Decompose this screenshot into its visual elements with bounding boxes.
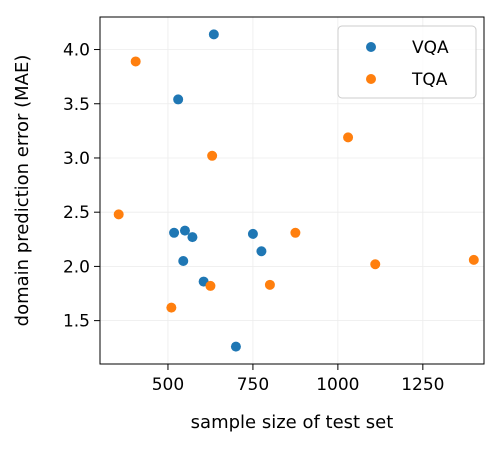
data-point-tqa — [264, 279, 275, 290]
data-point-tqa — [370, 259, 381, 270]
legend: VQA TQA — [337, 25, 477, 99]
legend-box — [337, 25, 477, 99]
data-point-tqa — [166, 302, 177, 313]
data-point-vqa — [208, 29, 219, 40]
y-axis-label: domain prediction error (MAE) — [12, 55, 33, 327]
data-points — [113, 29, 479, 352]
y-tick-label: 2.5 — [63, 203, 90, 223]
legend-marker-vqa — [366, 42, 376, 52]
data-point-tqa — [343, 132, 354, 143]
data-point-vqa — [169, 227, 180, 238]
plot-frame — [99, 16, 485, 365]
y-tick-label: 3.5 — [63, 95, 90, 115]
data-point-tqa — [113, 209, 124, 220]
data-point-vqa — [187, 232, 198, 243]
data-point-tqa — [205, 280, 216, 291]
x-tick-label: 1250 — [401, 375, 444, 395]
x-tick-label: 750 — [237, 375, 269, 395]
y-tick-label: 2.0 — [63, 257, 90, 277]
y-tick-label: 3.0 — [63, 149, 90, 169]
data-point-vqa — [256, 246, 267, 257]
data-point-tqa — [290, 227, 301, 238]
data-point-vqa — [173, 94, 184, 105]
y-tick-label: 4.0 — [63, 41, 90, 61]
data-point-tqa — [207, 150, 218, 161]
data-point-vqa — [178, 255, 189, 266]
x-axis-label: sample size of test set — [191, 412, 394, 433]
x-tick-label: 500 — [152, 375, 184, 395]
data-point-vqa — [247, 228, 258, 239]
data-point-tqa — [130, 56, 141, 67]
legend-marker-tqa — [366, 74, 376, 84]
y-tick-label: 1.5 — [63, 312, 90, 332]
data-point-vqa — [179, 225, 190, 236]
data-point-vqa — [230, 341, 241, 352]
legend-label-vqa: VQA — [412, 38, 449, 58]
x-tick-label: 1000 — [316, 375, 359, 395]
axis-ticks: 500 750 1000 1250 1.5 2.0 2.5 3.0 3.5 4.0 — [63, 41, 445, 395]
legend-label-tqa: TQA — [411, 70, 448, 90]
data-point-tqa — [468, 254, 479, 265]
